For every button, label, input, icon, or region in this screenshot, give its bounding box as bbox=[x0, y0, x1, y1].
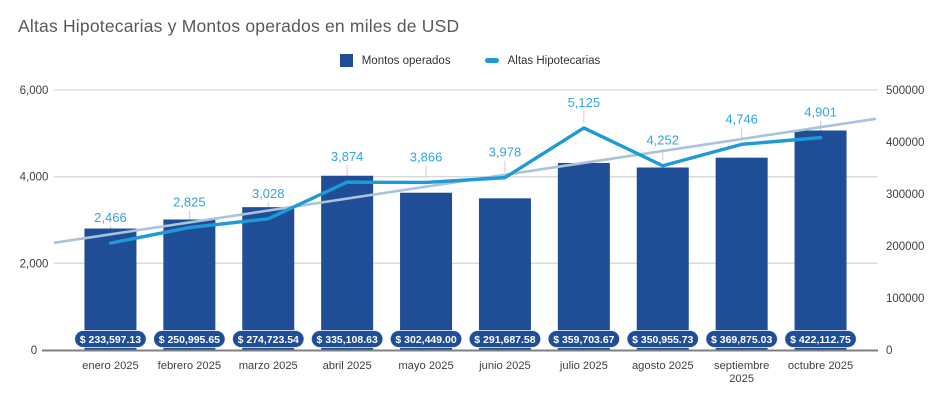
bar-mayo-2025[interactable] bbox=[400, 192, 453, 350]
right-axis-tick: 200000 bbox=[886, 241, 924, 253]
bar-value-label: $ 233,597.13 bbox=[80, 334, 141, 346]
bar-value-pill bbox=[468, 330, 542, 348]
chart-title: Altas Hipotecarias y Montos operados en … bbox=[18, 16, 460, 36]
bar-value-pill bbox=[547, 330, 621, 348]
bar-julio-2025[interactable] bbox=[557, 162, 610, 350]
right-axis-tick: 500000 bbox=[886, 85, 924, 97]
line-value-label: 2,466 bbox=[94, 210, 127, 225]
x-axis-label: enero 2025 bbox=[82, 360, 139, 372]
line-value-label: 3,866 bbox=[410, 149, 443, 164]
bar-value-label: $ 350,955.73 bbox=[632, 334, 693, 346]
bar-agosto-2025[interactable] bbox=[636, 167, 689, 350]
bar-series-swatch-icon bbox=[339, 54, 353, 67]
left-axis-tick: 0 bbox=[31, 345, 37, 357]
bar-marzo-2025[interactable] bbox=[242, 207, 295, 350]
bar-value-pill bbox=[310, 330, 384, 348]
right-axis-tick: 100000 bbox=[886, 293, 924, 305]
bar-value-pill bbox=[231, 330, 305, 348]
line-value-label: 5,125 bbox=[568, 95, 601, 110]
bar-value-label: $ 291,687.58 bbox=[474, 334, 535, 346]
bar-value-label: $ 369,875.03 bbox=[711, 334, 772, 346]
x-axis-label: marzo 2025 bbox=[239, 360, 298, 372]
bar-junio-2025[interactable] bbox=[478, 198, 531, 350]
bar-septiembre-2025[interactable] bbox=[715, 157, 768, 350]
bar-octubre-2025[interactable] bbox=[794, 130, 847, 350]
bar-enero-2025[interactable] bbox=[84, 228, 137, 350]
line-value-label: 3,874 bbox=[331, 149, 364, 164]
altas-hipotecarias-line[interactable] bbox=[108, 126, 823, 245]
legend: Montos operados Altas Hipotecarias bbox=[0, 54, 940, 67]
bar-value-pill bbox=[626, 330, 700, 348]
bar-value-pill bbox=[74, 330, 147, 348]
line-value-label: 4,746 bbox=[725, 111, 758, 126]
bar-value-label: $ 274,723.54 bbox=[238, 334, 299, 346]
bar-value-pill bbox=[389, 330, 463, 348]
bar-value-label: $ 250,995.65 bbox=[159, 334, 220, 346]
right-axis-tick: 400000 bbox=[886, 137, 924, 149]
left-axis-tick: 6,000 bbox=[20, 85, 49, 97]
bar-value-label: $ 359,703.67 bbox=[553, 334, 614, 346]
bar-value-pill bbox=[153, 330, 226, 348]
bar-abril-2025[interactable] bbox=[321, 175, 374, 350]
legend-item-altas-hipotecarias[interactable]: Altas Hipotecarias bbox=[484, 54, 601, 67]
left-axis-tick: 4,000 bbox=[20, 172, 49, 184]
x-axis-label: septiembre 2025 bbox=[714, 360, 769, 385]
x-axis-label: abril 2025 bbox=[323, 360, 372, 372]
x-axis-label: agosto 2025 bbox=[632, 360, 694, 372]
right-axis-tick: 0 bbox=[886, 345, 892, 357]
line-value-label: 3,028 bbox=[252, 186, 285, 201]
x-axis-label: junio 2025 bbox=[478, 360, 531, 372]
line-value-label: 4,252 bbox=[646, 133, 679, 148]
legend-label-altas-hipotecarias: Altas Hipotecarias bbox=[507, 54, 601, 67]
x-axis-label: julio 2025 bbox=[559, 360, 608, 372]
right-axis-tick: 300000 bbox=[886, 189, 924, 201]
line-series-swatch-icon bbox=[484, 58, 499, 63]
bar-value-label: $ 335,108.63 bbox=[316, 334, 377, 346]
bar-febrero-2025[interactable] bbox=[163, 219, 216, 350]
left-axis-tick: 2,000 bbox=[20, 258, 49, 270]
bar-value-label: $ 302,449.00 bbox=[395, 334, 456, 346]
legend-item-montos-operados[interactable]: Montos operados bbox=[339, 54, 451, 67]
x-axis-label: febrero 2025 bbox=[158, 360, 221, 372]
line-value-label: 2,825 bbox=[173, 195, 206, 210]
bar-value-pill bbox=[784, 330, 857, 348]
legend-label-montos-operados: Montos operados bbox=[361, 54, 451, 67]
x-axis-label: mayo 2025 bbox=[398, 360, 453, 372]
bar-value-pill bbox=[705, 330, 778, 348]
bar-value-label: $ 422,112.75 bbox=[790, 334, 851, 346]
x-axis-label: octubre 2025 bbox=[788, 360, 853, 372]
line-value-label: 4,901 bbox=[804, 105, 837, 120]
line-value-label: 3,978 bbox=[489, 145, 522, 160]
